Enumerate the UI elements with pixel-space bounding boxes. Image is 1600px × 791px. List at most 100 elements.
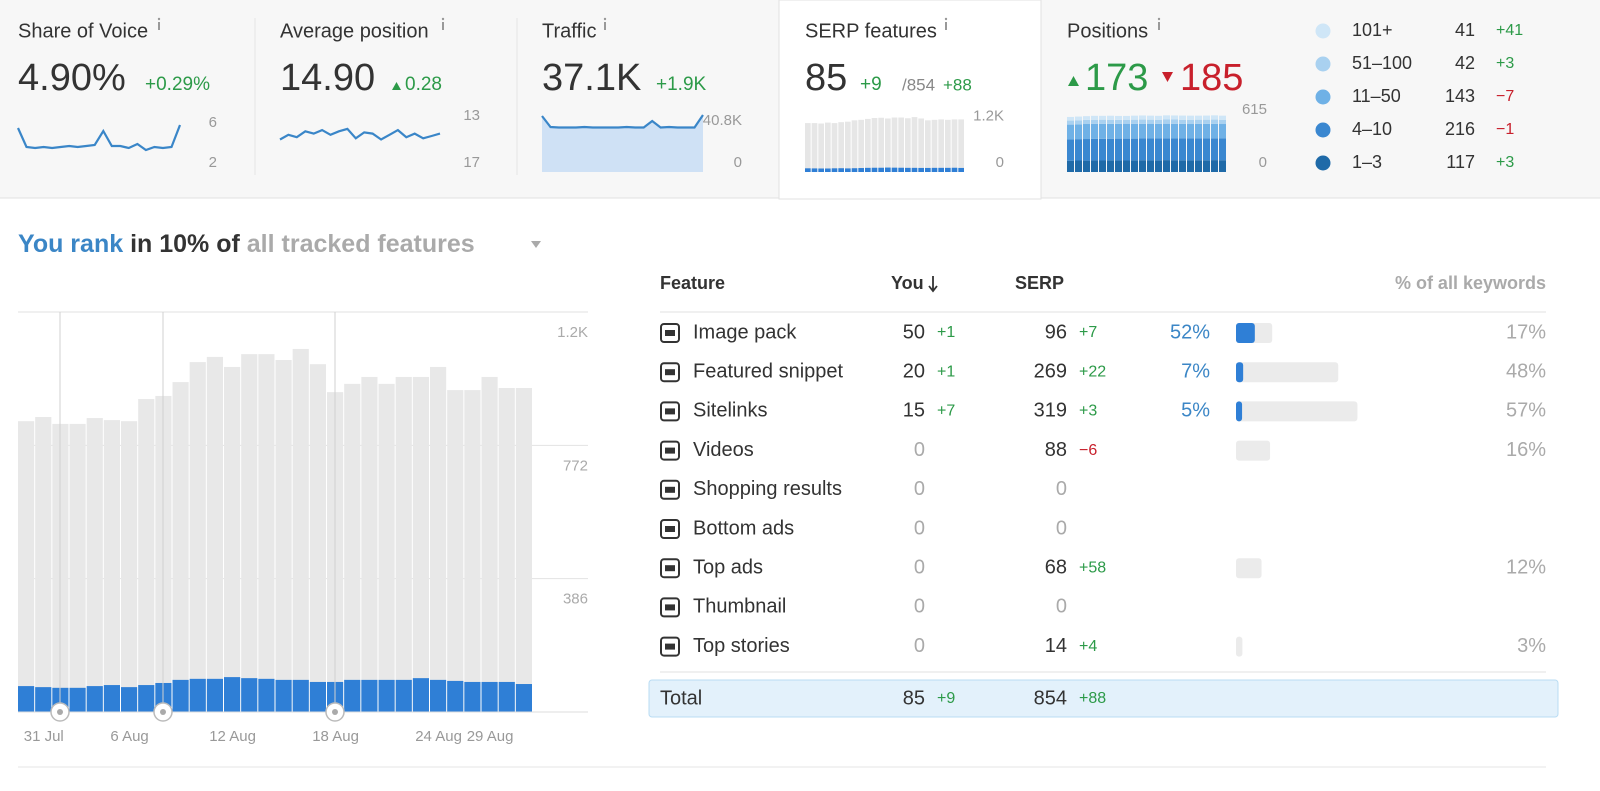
legend-count: 143 <box>1445 86 1475 106</box>
column-header: Feature <box>660 273 725 293</box>
bar-segment <box>1139 138 1146 161</box>
bar-segment <box>1107 160 1114 172</box>
card-value: 85 <box>805 57 847 99</box>
info-icon <box>945 22 947 30</box>
feature-icon <box>660 440 680 461</box>
bar-segment <box>1067 124 1074 140</box>
bar-segment <box>1067 160 1074 172</box>
bar <box>931 119 938 172</box>
bar <box>481 376 498 712</box>
x-tick-label: 6 Aug <box>110 728 148 745</box>
bar <box>945 167 951 172</box>
bar <box>831 168 838 172</box>
legend-label: 11–50 <box>1352 86 1401 106</box>
bar <box>865 167 871 172</box>
feature-icon <box>660 558 680 579</box>
bar-segment <box>1123 160 1130 172</box>
feature-name: Sitelinks <box>693 400 767 422</box>
bar <box>292 348 309 712</box>
bar-segment <box>1195 119 1202 124</box>
positions-down: 185 <box>1180 57 1243 99</box>
bar <box>138 685 155 712</box>
feature-name: Featured snippet <box>693 360 844 382</box>
bar <box>172 679 189 712</box>
x-tick-label: 31 Jul <box>24 728 64 745</box>
annotation-marker-dot <box>160 709 166 715</box>
feature-icon <box>660 519 680 539</box>
sparkline <box>541 114 704 129</box>
bar-segment <box>1083 124 1090 140</box>
bar-segment <box>1219 138 1226 161</box>
legend-dot <box>1315 23 1331 39</box>
headline-filter[interactable]: all tracked features <box>247 230 475 258</box>
y-tick-label: 615 <box>1242 101 1267 118</box>
serp-change: +3 <box>1079 403 1097 420</box>
bar-segment <box>1203 119 1210 124</box>
bar-segment <box>1067 139 1074 161</box>
bar <box>905 118 911 172</box>
feature-icon <box>660 362 680 383</box>
legend-count: 41 <box>1455 20 1475 40</box>
legend-count: 216 <box>1445 119 1475 139</box>
bar <box>911 167 918 172</box>
info-icon <box>604 22 606 30</box>
bar <box>412 678 429 712</box>
bar-segment <box>1163 160 1170 172</box>
serp-count: 269 <box>1034 360 1067 382</box>
you-count: 0 <box>914 478 925 500</box>
total-serp: 854 <box>1034 687 1067 709</box>
up-arrow <box>1068 76 1079 86</box>
dropdown-caret[interactable] <box>531 241 541 248</box>
bar <box>905 167 911 172</box>
serp-count: 319 <box>1034 400 1067 422</box>
bar-segment <box>1171 119 1178 124</box>
feature-icon <box>665 526 675 532</box>
bar-segment <box>1115 123 1122 139</box>
bar <box>858 168 864 172</box>
bar-segment <box>1203 123 1210 139</box>
legend-count: 42 <box>1455 53 1475 73</box>
bar-segment <box>1203 138 1210 161</box>
bar-segment <box>1075 160 1082 172</box>
bar <box>241 354 258 712</box>
bar-segment <box>1099 119 1106 124</box>
bar <box>515 387 532 712</box>
bar-segment <box>1115 160 1122 172</box>
card-title: Share of Voice <box>18 20 148 42</box>
bar <box>831 123 838 172</box>
bar-segment <box>1187 138 1194 161</box>
bar <box>189 678 206 712</box>
bar <box>925 120 931 172</box>
bar <box>344 679 361 712</box>
bar-segment <box>1099 115 1106 120</box>
bar-segment <box>1083 119 1090 125</box>
share-percent: 52% <box>1170 321 1210 343</box>
you-change: +1 <box>937 324 955 341</box>
column-header[interactable]: You <box>891 273 924 293</box>
you-count: 0 <box>914 517 925 539</box>
serp-count: 0 <box>1056 478 1067 500</box>
bar-segment <box>1211 115 1218 120</box>
info-icon <box>158 22 160 30</box>
bar-segment <box>1083 116 1090 120</box>
bar <box>925 167 931 172</box>
bar <box>845 121 851 172</box>
bar-segment <box>1131 160 1138 172</box>
column-header[interactable]: SERP <box>1015 273 1064 293</box>
keywords-bar <box>1236 362 1339 383</box>
bar-segment <box>1123 119 1130 124</box>
sparkline <box>279 127 441 141</box>
bar <box>918 118 924 172</box>
keywords-percent: 57% <box>1506 400 1546 422</box>
info-icon <box>157 17 161 21</box>
bar-segment <box>1219 115 1226 120</box>
y-tick-label: 386 <box>563 591 588 608</box>
bar-segment <box>1107 119 1114 124</box>
legend-change: +41 <box>1496 22 1523 39</box>
serp-change: +22 <box>1079 363 1106 380</box>
bar-segment <box>1211 160 1218 172</box>
up-arrow <box>392 82 401 90</box>
bar-segment <box>1091 138 1098 161</box>
serp-count: 88 <box>1045 439 1067 461</box>
bar-segment <box>1163 138 1170 161</box>
